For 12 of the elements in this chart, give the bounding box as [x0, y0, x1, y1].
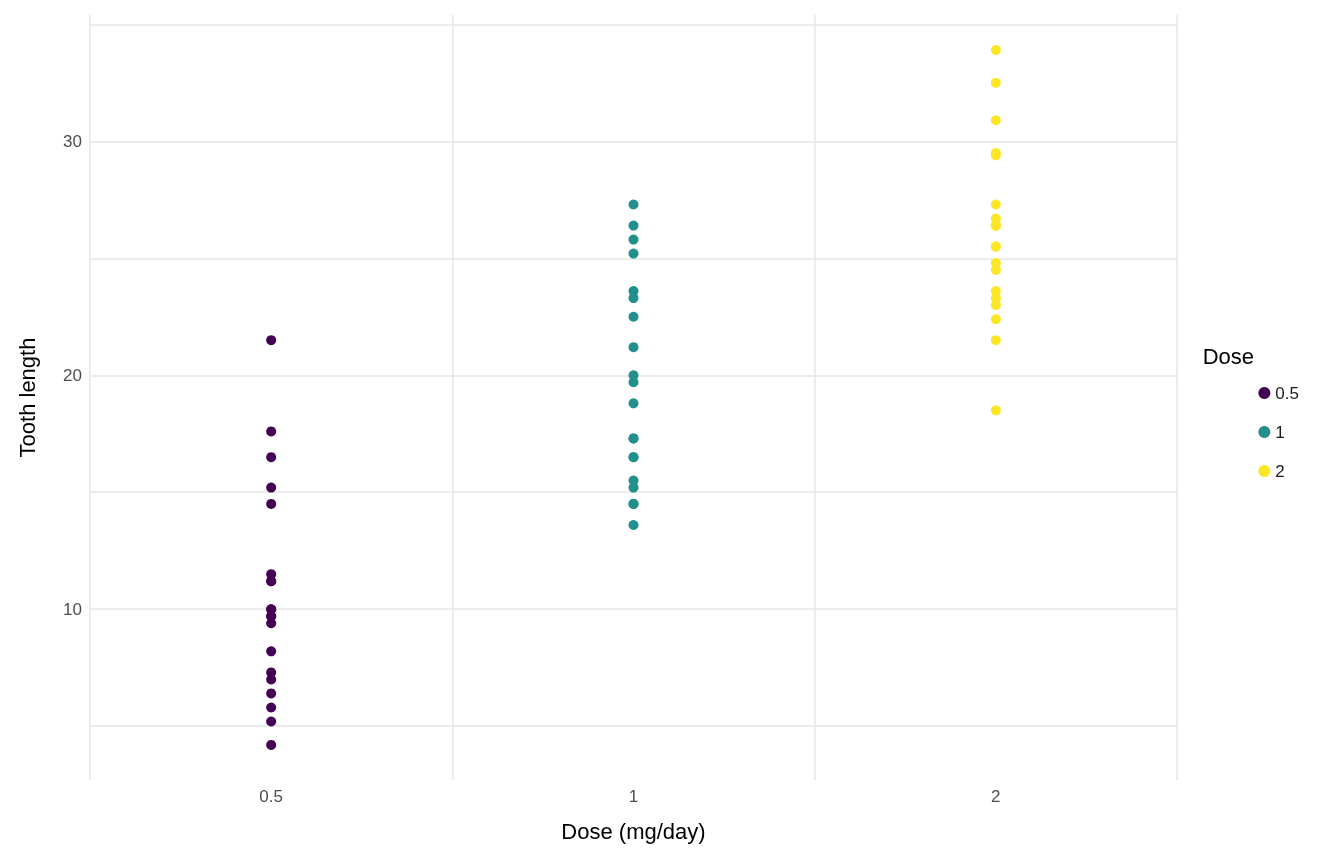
legend-label: 1 [1275, 422, 1285, 442]
y-axis-title: Tooth length [14, 337, 40, 458]
legend-label: 2 [1275, 461, 1285, 481]
x-tick-label: 0.5 [259, 787, 283, 806]
x-tick-label: 1 [628, 787, 639, 806]
x-tick-label: 2 [991, 787, 1001, 806]
y-tick-label: 30 [63, 131, 82, 151]
x-axis-title: Dose (mg/day) [561, 818, 706, 844]
y-tick-label: 20 [63, 365, 82, 385]
legend-title: Dose [1202, 343, 1254, 369]
legend-label: 0.5 [1275, 383, 1300, 403]
y-tick-label: 10 [63, 599, 82, 619]
